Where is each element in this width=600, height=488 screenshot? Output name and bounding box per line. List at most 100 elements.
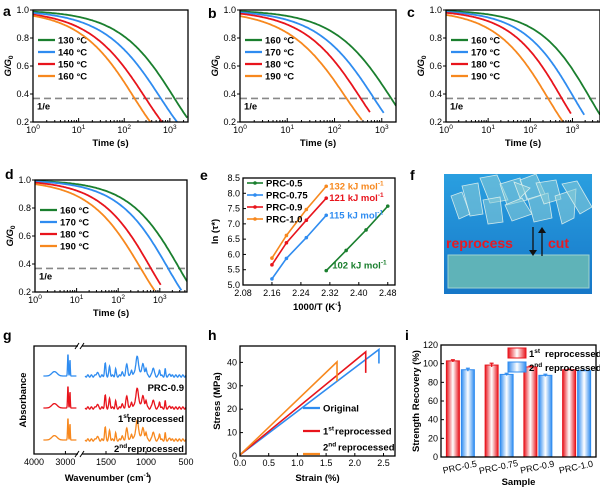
x-tick-label: 100: [233, 124, 247, 135]
y-tick-label: 1.0: [429, 5, 442, 15]
data-point: [364, 228, 368, 232]
legend-label: 180 °C: [265, 60, 294, 71]
y-tick-label: 0.2: [16, 117, 29, 127]
glass-shard: [482, 196, 504, 225]
series-line: [35, 180, 187, 282]
y-tick-label: 10: [227, 428, 237, 438]
y-tick-label: 60: [428, 396, 438, 406]
x-tick-label: PRC-0.5: [442, 459, 478, 476]
plot-frame: [239, 9, 397, 123]
series-line: [271, 197, 327, 266]
spectrum-line: [43, 354, 77, 377]
x-tick-label: 100: [26, 124, 40, 135]
x-tick-label: 103: [375, 124, 389, 135]
panel-label: i: [405, 327, 409, 343]
legend-label: PRC-0.9: [266, 203, 302, 214]
x-axis-label: Time (s): [92, 138, 128, 149]
legend-label: 1st: [323, 426, 335, 438]
panel-label: e: [200, 167, 208, 183]
y-tick-label: 1.0: [223, 5, 236, 15]
data-point: [304, 235, 309, 240]
x-axis-label: 1000/T (K-1: [293, 301, 341, 313]
legend-marker: [253, 193, 257, 197]
y-tick-label: 6.0: [227, 249, 240, 259]
panel-i: i PRC-0.5 PRC-0.75 PRC-0.9 PRC-1.0 1st reproce…: [405, 327, 600, 488]
y-tick-label: 5.0: [227, 280, 240, 290]
y-tick-label: 0.6: [223, 61, 236, 71]
series-line: [240, 15, 363, 121]
x-axis-label-close: ): [148, 473, 151, 484]
panel-label: f: [410, 167, 415, 183]
data-point: [284, 233, 289, 238]
spectrum-label: 2nd: [114, 443, 127, 455]
x-tick-label: 2.24: [292, 288, 310, 298]
x-axis-label: Time (s): [300, 138, 336, 149]
panel-label: d: [5, 166, 14, 182]
y-tick-label: 8.5: [227, 173, 240, 183]
x-axis-label: Wavenumber (cm-1: [65, 472, 150, 484]
bar: [523, 366, 538, 458]
y-axis-label: G/G0: [5, 225, 17, 246]
data-point: [304, 207, 309, 212]
legend-marker: [253, 217, 257, 221]
plot-frame: [242, 177, 396, 286]
panel-label: g: [3, 327, 12, 343]
legend-label: reprocessed: [545, 363, 600, 374]
legend-label: 130 °C: [58, 36, 87, 47]
axis-break-mark: [79, 450, 85, 458]
series-line: [446, 10, 600, 116]
glass-shard: [561, 180, 593, 215]
series-line: [240, 11, 385, 114]
x-tick-label: 2.40: [350, 288, 368, 298]
data-point: [324, 213, 329, 218]
series-line: [239, 347, 380, 456]
x-axis-label: Sample: [502, 477, 536, 488]
legend-label: 170 °C: [265, 48, 294, 59]
x-tick-label: 2.16: [263, 288, 281, 298]
x-axis-label: Strain (%): [295, 473, 339, 484]
series-line: [446, 10, 585, 116]
legend-label: 150 °C: [58, 60, 87, 71]
y-tick-label: 0.6: [16, 61, 29, 71]
x-tick-label: 2.5: [377, 458, 390, 468]
legend-label: 140 °C: [58, 48, 87, 59]
data-point: [385, 204, 390, 208]
glass-shard: [513, 181, 531, 199]
x-tick-label: 2.48: [379, 288, 397, 298]
legend-label: 160 °C: [265, 36, 294, 47]
spectrum-line: [43, 418, 77, 441]
x-tick-label: 4000: [24, 457, 44, 467]
y-tick-label: 6.5: [227, 234, 240, 244]
y-axis-label: Absorbance: [18, 373, 29, 428]
arrow-up-icon: [538, 227, 546, 233]
legend-label: PRC-1.0: [266, 215, 302, 226]
bar: [484, 364, 499, 458]
legend-label: 190 °C: [60, 242, 89, 253]
legend-label: PRC-0.5: [266, 179, 303, 190]
data-point: [324, 196, 329, 200]
x-tick-label: 100: [28, 294, 42, 305]
x-tick-label: 0.0: [234, 458, 247, 468]
x-axis-label: Time (s): [505, 138, 541, 149]
panel-e: e 102 kJ mol-1 PRC-0.5 115 kJ mol-1 PRC-0.75…: [200, 167, 397, 313]
plot-frame: [239, 345, 396, 457]
y-axis-label: G/G0: [416, 55, 428, 76]
panel-label: h: [208, 327, 217, 343]
legend-label: 170 °C: [471, 48, 500, 59]
data-point: [284, 256, 289, 261]
activation-energy-label: 121 kJ mol-1: [329, 192, 384, 204]
y-tick-label: 0.4: [223, 89, 236, 99]
glass-shard: [461, 182, 484, 217]
bar: [445, 360, 460, 458]
y-tick-label: 8.0: [227, 188, 240, 198]
x-tick-label: 100: [439, 124, 453, 135]
y-tick-label: 100: [423, 359, 438, 369]
y-tick-label: 1.0: [18, 175, 31, 185]
x-tick-label: 103: [566, 124, 580, 135]
legend-swatch: [507, 361, 527, 373]
series-line: [33, 13, 164, 122]
legend-marker: [253, 205, 257, 209]
